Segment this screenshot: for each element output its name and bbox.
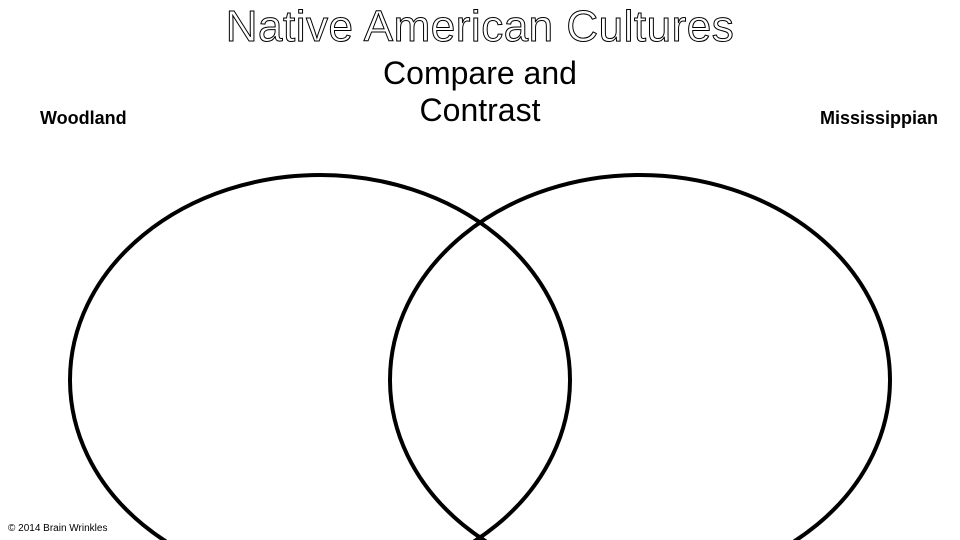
venn-left-circle [70, 175, 570, 540]
page-title: Native American Cultures [0, 2, 960, 52]
copyright-text: © 2014 Brain Wrinkles [8, 523, 107, 534]
venn-diagram [0, 75, 960, 540]
venn-right-circle [390, 175, 890, 540]
